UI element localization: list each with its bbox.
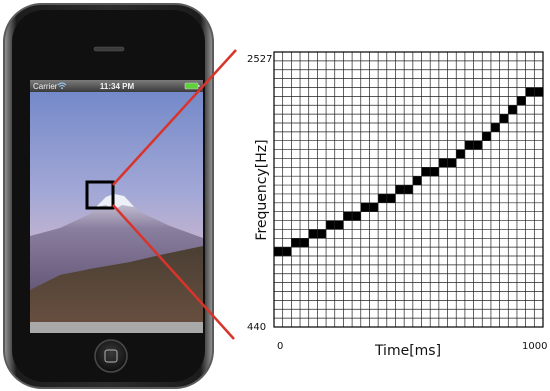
status-carrier: Carrier xyxy=(33,82,58,91)
chart-grid xyxy=(273,51,544,328)
filled-cell xyxy=(447,158,457,168)
filled-cell xyxy=(516,96,526,106)
filled-cell xyxy=(282,247,292,257)
status-time: 11:34 PM xyxy=(100,82,135,91)
x-tick-max: 1000 xyxy=(522,341,547,352)
filled-cell xyxy=(326,220,335,230)
wifi-icon xyxy=(57,82,67,90)
chart-cells xyxy=(274,87,543,257)
x-tick-min: 0 xyxy=(277,341,283,352)
filled-cell xyxy=(438,158,448,168)
filled-cell xyxy=(482,131,491,141)
battery-icon xyxy=(184,82,200,90)
filled-cell xyxy=(499,114,509,123)
filled-cell xyxy=(525,87,535,97)
filled-cell xyxy=(369,202,379,212)
filled-cell xyxy=(456,149,465,159)
zoom-focus-box xyxy=(85,180,115,210)
x-axis-label: Time[ms] xyxy=(374,343,441,359)
filled-cell xyxy=(534,87,543,97)
status-bar xyxy=(30,80,203,92)
filled-cell xyxy=(274,247,283,257)
spectrogram-chart: 2527 440 0 1000 Time[ms] Frequency[Hz] xyxy=(247,51,547,359)
filled-cell xyxy=(421,167,431,177)
filled-cell xyxy=(360,202,370,212)
filled-cell xyxy=(473,140,483,150)
filled-cell xyxy=(430,167,439,177)
home-button-icon[interactable] xyxy=(94,339,128,373)
filled-cell xyxy=(291,238,301,248)
phone-screen: Carrier 11:34 PM xyxy=(30,80,203,333)
filled-cell xyxy=(404,185,413,194)
zoom-line-top xyxy=(112,49,237,186)
filled-cell xyxy=(352,211,361,221)
filled-cell xyxy=(343,211,353,221)
filled-cell xyxy=(412,176,422,186)
y-axis-label: Frequency[Hz] xyxy=(254,139,270,240)
filled-cell xyxy=(317,229,327,239)
filled-cell xyxy=(300,238,309,248)
filled-cell xyxy=(508,105,517,115)
iphone-device: Carrier 11:34 PM xyxy=(3,3,214,389)
filled-cell xyxy=(395,185,405,194)
filled-cell xyxy=(334,220,344,230)
chart-frame xyxy=(273,51,544,328)
screen-bottom-bar xyxy=(30,322,203,333)
photo-snowcap xyxy=(96,194,134,210)
y-tick-max: 2527 xyxy=(247,54,272,65)
filled-cell xyxy=(308,229,318,239)
filled-cell xyxy=(386,193,396,203)
filled-cell xyxy=(464,140,474,150)
filled-cell xyxy=(490,122,500,132)
filled-cell xyxy=(378,193,387,203)
photo-foreground-hills xyxy=(30,246,203,330)
speaker-grille xyxy=(93,46,125,52)
zoom-line-bottom xyxy=(112,204,235,340)
y-tick-min: 440 xyxy=(247,322,266,333)
